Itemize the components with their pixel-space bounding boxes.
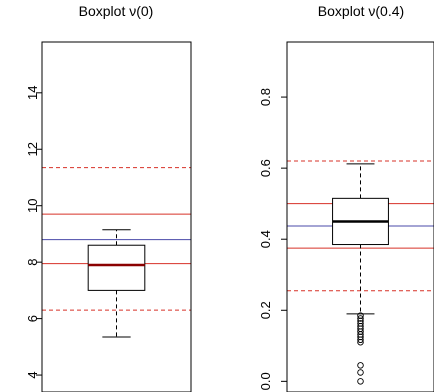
- outlier-point: [357, 362, 364, 369]
- box: [87, 244, 146, 291]
- outlier-point: [357, 339, 364, 346]
- panel-nu-0-4: Boxplot ν(0.4) 0.0 0.2 0.4 0.6 0.8: [258, 3, 434, 392]
- y-tick-label: 8: [25, 259, 40, 266]
- y-tick-label: 14: [25, 86, 40, 100]
- y-tick-label: 0.0: [258, 372, 273, 390]
- y-tick-label: 4: [25, 371, 40, 378]
- plot-frame: [286, 41, 434, 392]
- y-tick-label: 0.2: [258, 301, 273, 319]
- plot-frame: [41, 41, 192, 392]
- outlier-point: [357, 336, 364, 344]
- outlier-point: [357, 315, 364, 322]
- y-tick-label: 0.6: [258, 159, 273, 177]
- outlier-point: [357, 378, 364, 385]
- y-tick-label: 0.4: [258, 230, 273, 248]
- y-tick-label: 12: [25, 142, 40, 156]
- chart-title: Boxplot ν(0.4): [318, 3, 404, 19]
- outlier-point: [357, 369, 364, 376]
- y-tick-label: 0.8: [258, 88, 273, 106]
- panel-nu-0: Boxplot ν(0) 4 6 8 10 12 14: [25, 3, 192, 392]
- y-tick-label: 10: [25, 198, 40, 212]
- y-tick-label: 6: [25, 315, 40, 322]
- chart-title: Boxplot ν(0): [79, 3, 154, 19]
